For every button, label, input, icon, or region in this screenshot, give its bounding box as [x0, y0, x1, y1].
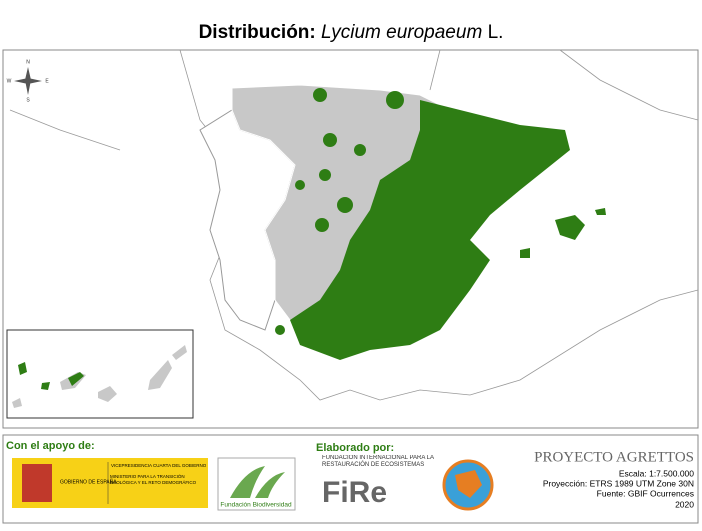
fire-full: FUNDACIÓN INTERNACIONAL PARA LA RESTAURA… [322, 455, 434, 468]
compass-n: N [26, 59, 30, 65]
foundation-logo [217, 457, 296, 511]
source: Fuente: GBIF Ocurrences [597, 488, 694, 498]
canary-inset [6, 329, 194, 419]
made-by-label: Elaborado por: [316, 442, 394, 454]
compass-s: S [26, 97, 30, 103]
foundation-name: Fundación Biodiversidad [220, 502, 292, 509]
gov-name: GOBIERNO DE ESPAÑA [60, 478, 117, 485]
gov-vice: VICEPRESIDENCIA CUARTA DEL GOBIERNO [111, 463, 207, 468]
fire-full-box: FUNDACIÓN INTERNACIONAL PARA LA RESTAURA… [322, 455, 434, 468]
distribution-area [290, 100, 570, 360]
title-prefix: Distribución: [199, 22, 316, 43]
title-author: L. [488, 22, 504, 43]
title-species: Lycium europaeum [321, 22, 482, 43]
fire-short: FiRe [322, 476, 387, 509]
year: 2020 [675, 499, 694, 509]
gov-ministry: MINISTERIO PARA LA TRANSICIÓN ECOLÓGICA … [110, 474, 197, 485]
compass-e: E [45, 78, 49, 84]
distribution-patches [275, 88, 606, 335]
project-name: PROYECTO AGRETTOS [534, 449, 694, 465]
compass-w: W [7, 78, 12, 84]
map: N S E W [2, 49, 699, 429]
scale: Escala: 1:7.500.000 [619, 468, 694, 478]
gov-ministry-box: MINISTERIO PARA LA TRANSICIÓN ECOLÓGICA … [110, 474, 197, 485]
footer: Con el apoyo de: GOBIERNO DE ESPAÑA VICE… [2, 434, 699, 524]
compass: N S E W [7, 59, 50, 103]
support-label: Con el apoyo de: [6, 440, 95, 452]
coastlines [9, 49, 699, 401]
map-title: Distribución: Lycium europaeum L. [199, 22, 504, 43]
projection: Proyección: ETRS 1989 UTM Zone 30N [543, 478, 694, 488]
